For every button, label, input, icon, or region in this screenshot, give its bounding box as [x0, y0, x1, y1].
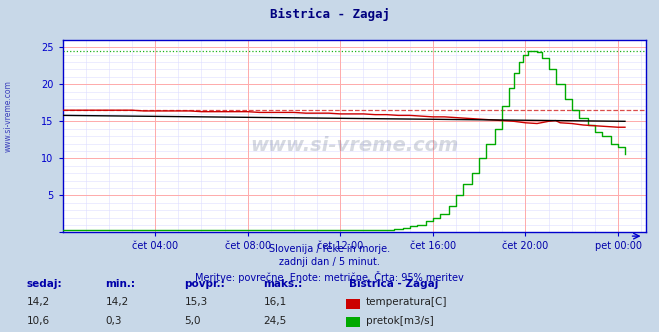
Text: temperatura[C]: temperatura[C]: [366, 297, 447, 307]
Text: Slovenija / reke in morje.: Slovenija / reke in morje.: [269, 244, 390, 254]
Text: Bistrica - Zagaj: Bistrica - Zagaj: [270, 8, 389, 21]
Text: 5,0: 5,0: [185, 316, 201, 326]
Text: sedaj:: sedaj:: [26, 279, 62, 289]
Text: 14,2: 14,2: [26, 297, 49, 307]
Text: www.si-vreme.com: www.si-vreme.com: [3, 80, 13, 152]
Text: min.:: min.:: [105, 279, 136, 289]
Text: 14,2: 14,2: [105, 297, 129, 307]
Text: 15,3: 15,3: [185, 297, 208, 307]
Text: povpr.:: povpr.:: [185, 279, 225, 289]
Text: zadnji dan / 5 minut.: zadnji dan / 5 minut.: [279, 257, 380, 267]
Text: pretok[m3/s]: pretok[m3/s]: [366, 316, 434, 326]
Text: www.si-vreme.com: www.si-vreme.com: [250, 136, 459, 155]
Text: maks.:: maks.:: [264, 279, 303, 289]
Text: 0,3: 0,3: [105, 316, 122, 326]
Text: 10,6: 10,6: [26, 316, 49, 326]
Text: 16,1: 16,1: [264, 297, 287, 307]
Text: Bistrica - Zagaj: Bistrica - Zagaj: [349, 279, 439, 289]
Text: 24,5: 24,5: [264, 316, 287, 326]
Text: Meritve: povrečne  Enote: metrične  Črta: 95% meritev: Meritve: povrečne Enote: metrične Črta: …: [195, 271, 464, 283]
